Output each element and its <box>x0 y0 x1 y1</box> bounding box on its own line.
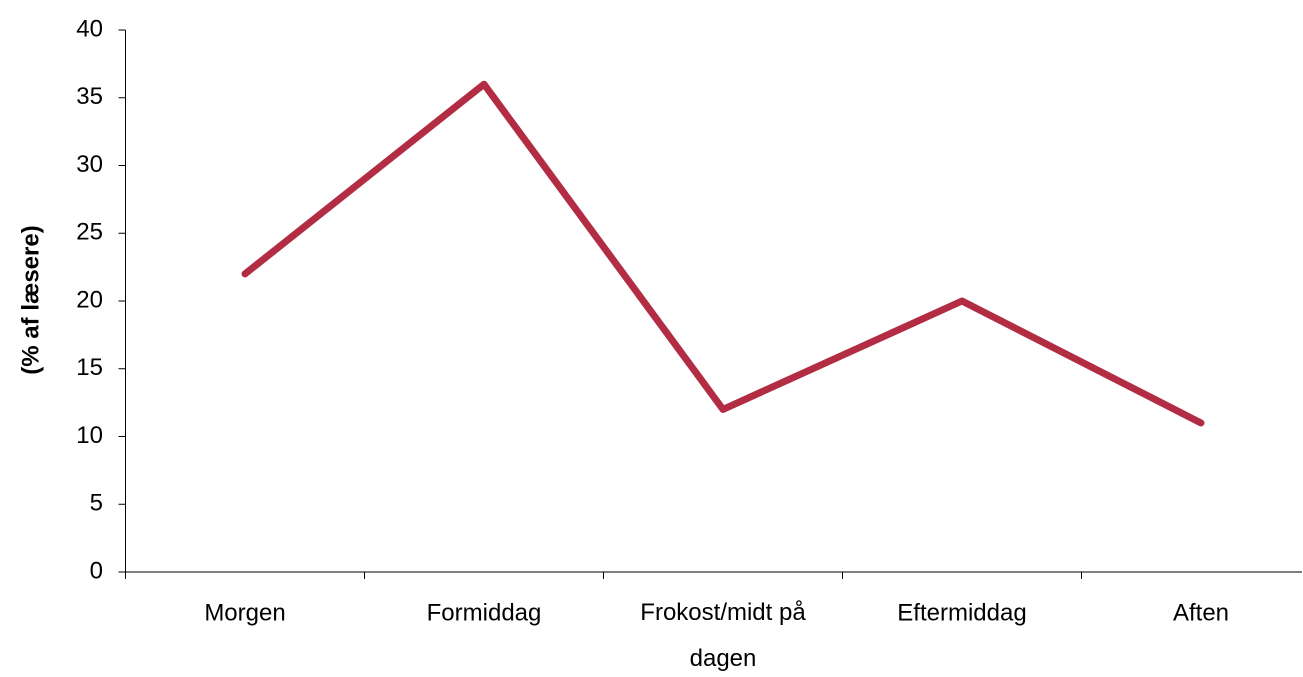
x-tick-label: Eftermiddag <box>897 599 1026 626</box>
x-tick-label: Morgen <box>204 599 285 626</box>
y-tick-label: 20 <box>76 286 103 313</box>
y-tick-label: 30 <box>76 151 103 178</box>
x-tick-label: Aften <box>1173 599 1229 626</box>
y-tick-label: 25 <box>76 219 103 246</box>
y-tick-label: 15 <box>76 354 103 381</box>
x-tick-label: Frokost/midt på dagen <box>640 599 806 672</box>
y-tick-label: 35 <box>76 83 103 110</box>
data-line <box>241 80 1205 427</box>
y-axis-title: (% af læsere) <box>17 225 44 374</box>
y-tick-label: 40 <box>76 15 103 42</box>
y-tick-label: 0 <box>90 557 103 584</box>
x-tick-label: Formiddag <box>427 599 542 626</box>
y-tick-label: 10 <box>76 422 103 449</box>
y-tick-label: 5 <box>90 490 103 517</box>
